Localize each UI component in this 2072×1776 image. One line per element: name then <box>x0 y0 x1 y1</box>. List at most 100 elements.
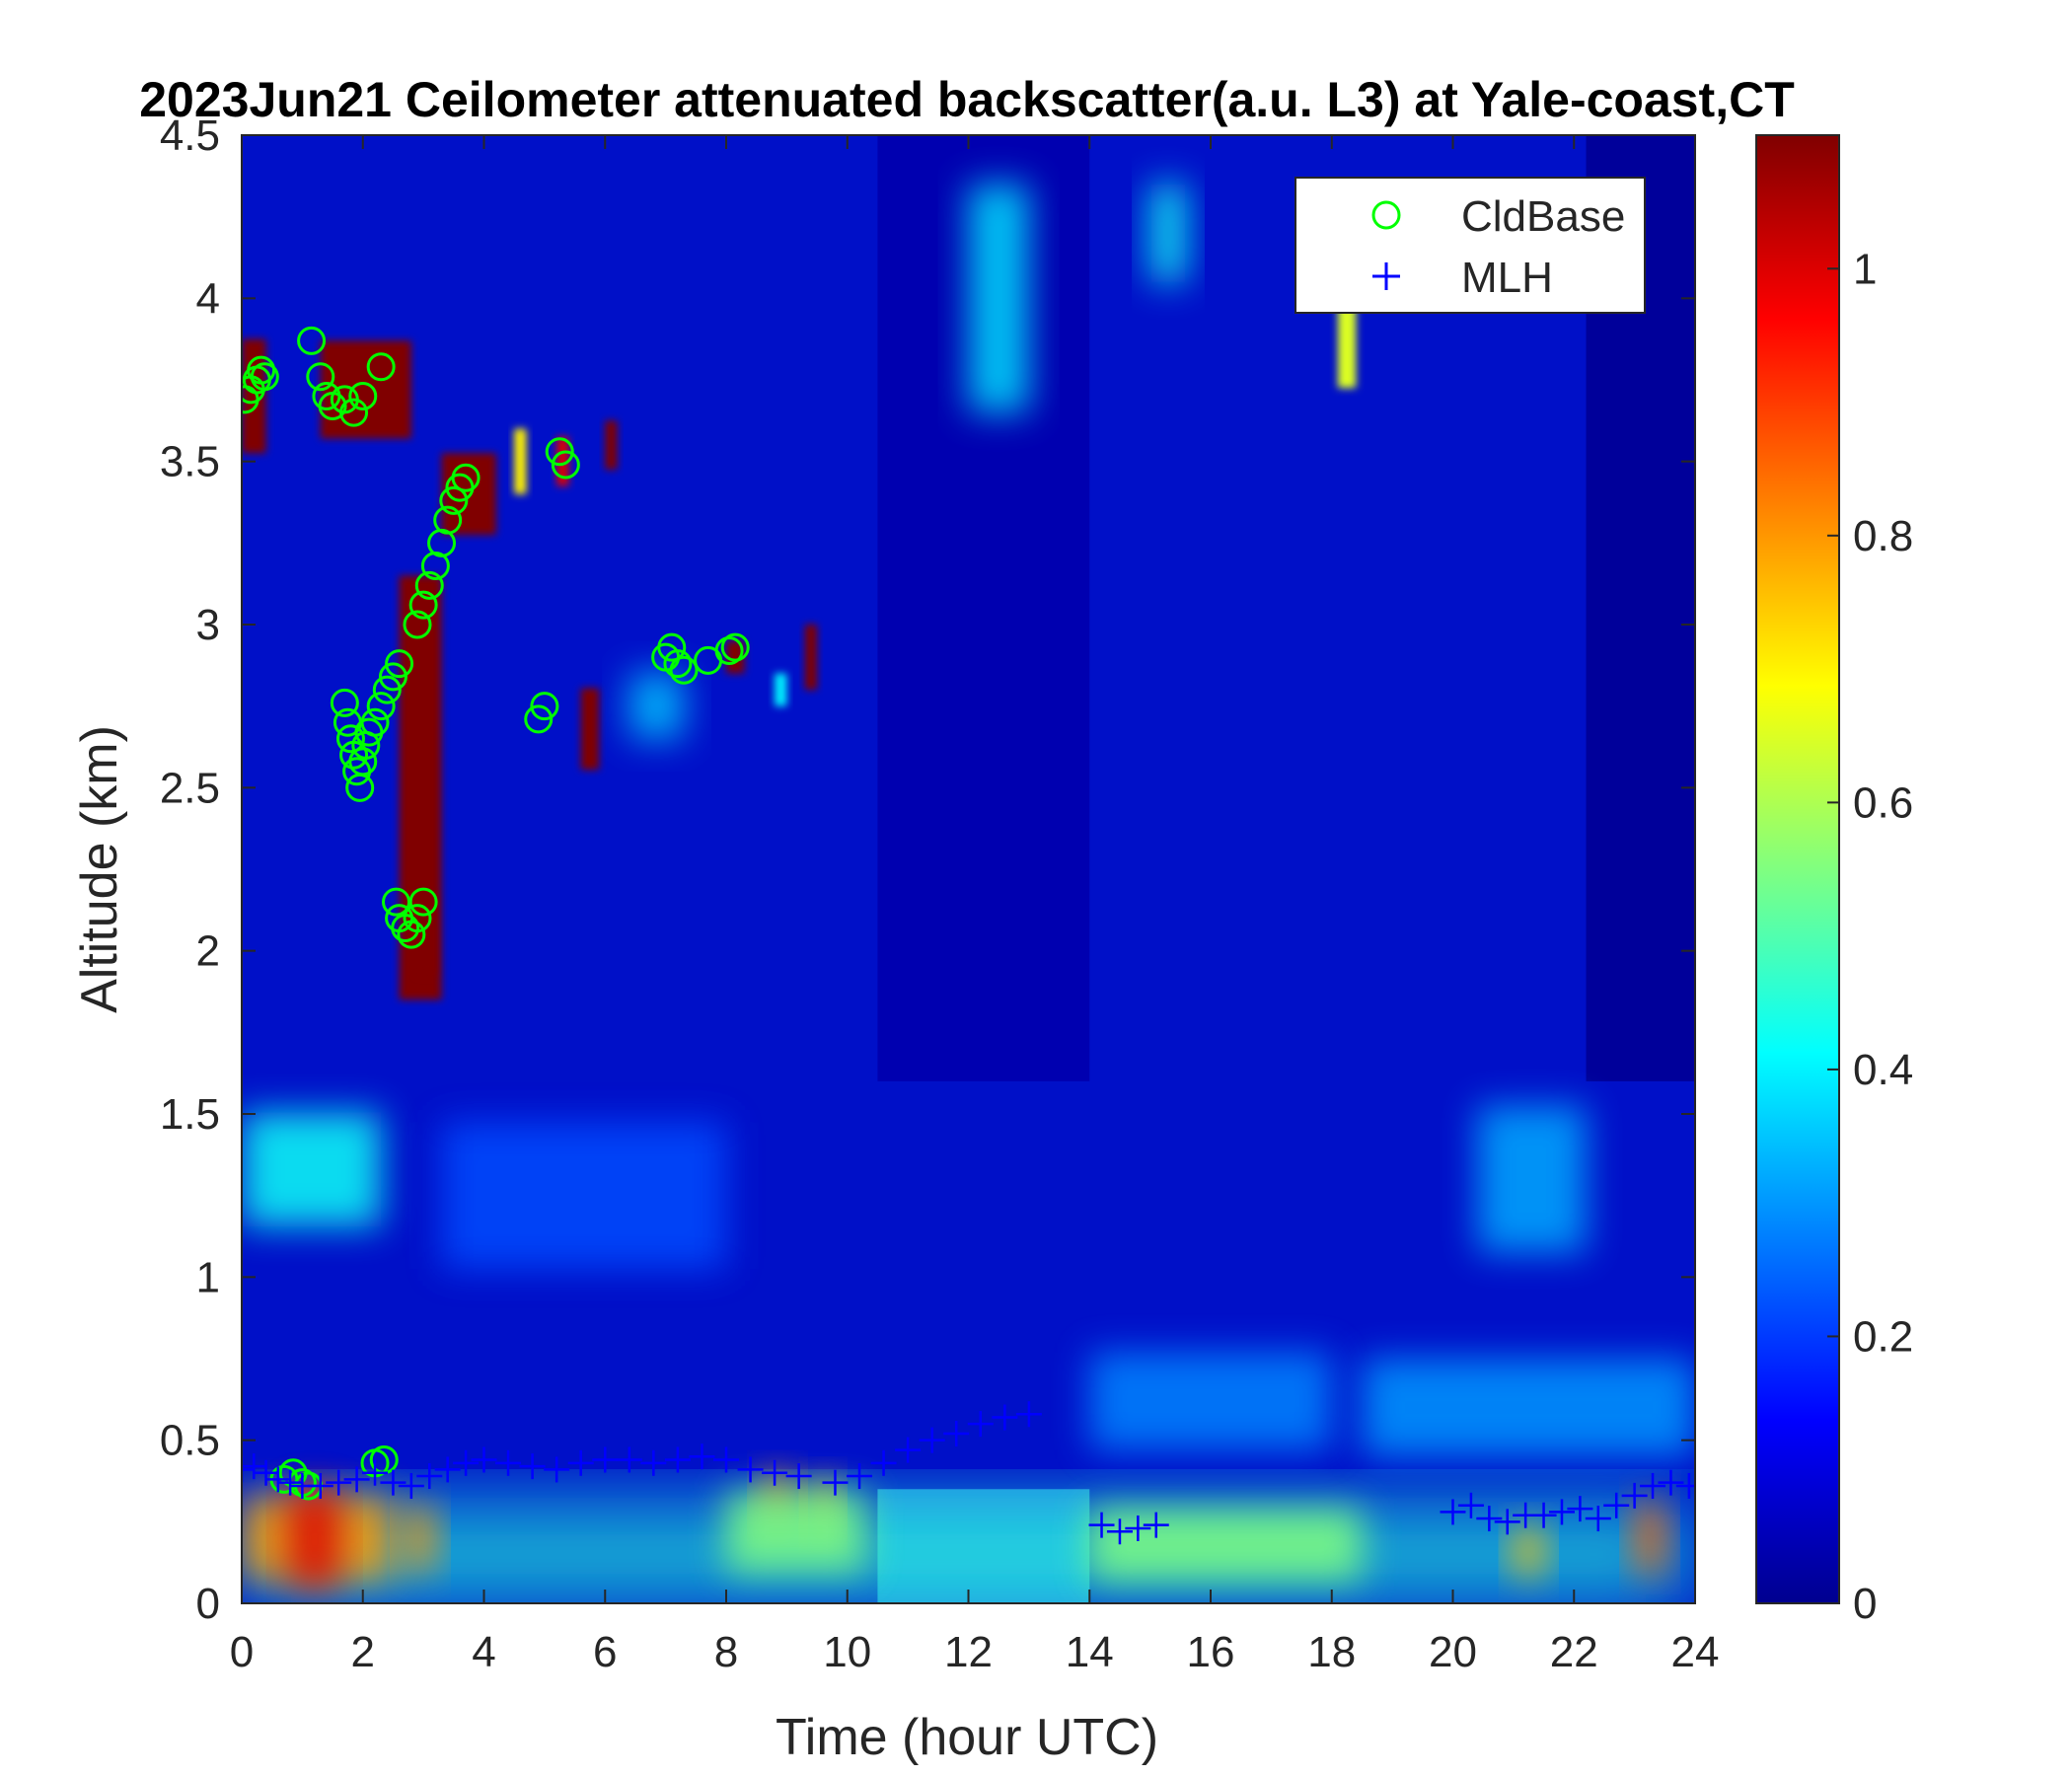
x-tick-label: 2 <box>351 1628 375 1676</box>
mlh-point <box>343 1466 370 1493</box>
mlh-point <box>847 1463 873 1490</box>
chart-title: 2023Jun21 Ceilometer attenuated backscat… <box>139 72 1795 127</box>
mlh-point <box>689 1443 715 1470</box>
y-axis: 0 0.5 1 1.5 2 2.5 3 3.5 4 4.5 <box>160 111 1695 1628</box>
backscatter-field <box>242 135 1695 1603</box>
mlh-point <box>1015 1401 1042 1428</box>
mlh-point <box>1675 1472 1695 1499</box>
x-tick-label: 12 <box>944 1628 993 1676</box>
cldbase-markers <box>242 326 750 1501</box>
mlh-point <box>453 1449 480 1476</box>
cldbase-point <box>250 362 279 392</box>
y-tick-label: 0.5 <box>160 1417 220 1465</box>
cldbase-point <box>385 649 414 679</box>
cldbase-legend-marker <box>1371 200 1401 230</box>
backscatter-feature <box>1089 1509 1363 1581</box>
mlh-point <box>471 1446 497 1473</box>
cldbase-point <box>306 362 335 392</box>
cldbase-point <box>657 632 687 662</box>
cldbase-point <box>335 724 365 754</box>
mlh-point <box>1440 1499 1466 1525</box>
cldbase-point <box>451 463 481 492</box>
mlh-point <box>1548 1499 1575 1525</box>
cldbase-point <box>545 437 574 467</box>
cldbase-point <box>524 704 554 734</box>
mlh-point <box>242 1456 255 1483</box>
cldbase-point <box>247 355 276 385</box>
mlh-point <box>307 1472 333 1499</box>
mlh-point <box>1143 1512 1169 1538</box>
backscatter-feature <box>1477 1105 1587 1253</box>
mlh-point <box>519 1453 546 1480</box>
colorbar-tick-label: 0.2 <box>1853 1312 1913 1361</box>
y-axis-label: Altitude (km) <box>71 725 128 1013</box>
backscatter-feature <box>1089 1352 1332 1450</box>
colorbar-gradient <box>1755 134 1840 1604</box>
backscatter-feature <box>1634 1502 1665 1575</box>
backscatter-feature <box>726 640 745 674</box>
colorbar-tick-label: 0.8 <box>1853 512 1913 560</box>
backscatter-feature <box>514 428 527 494</box>
y-tick-label: 1.5 <box>160 1090 220 1139</box>
mlh-point <box>1457 1492 1484 1518</box>
x-tick-label: 4 <box>472 1628 495 1676</box>
mlh-point <box>713 1446 739 1473</box>
mlh-point <box>664 1446 691 1473</box>
colorbar-tick-label: 0 <box>1853 1580 1877 1628</box>
x-tick-label: 8 <box>714 1628 738 1676</box>
y-tick-label: 0 <box>196 1580 220 1628</box>
cldbase-point <box>433 505 463 535</box>
cldbase-point <box>720 632 750 662</box>
backscatter-feature <box>1149 184 1187 282</box>
mlh-point <box>1658 1469 1684 1496</box>
mlh-point <box>822 1469 849 1496</box>
cldbase-point <box>663 649 693 679</box>
mlh-point <box>326 1469 352 1496</box>
backscatter-feature <box>242 1112 382 1227</box>
cldbase-point <box>330 688 359 717</box>
backscatter-feature <box>605 420 618 470</box>
backscatter-feature <box>556 436 569 486</box>
mlh-point <box>785 1463 812 1490</box>
backscatter-feature <box>580 688 600 771</box>
x-axis: 0 2 4 6 8 10 12 14 16 18 20 22 24 <box>230 135 1720 1676</box>
mlh-point <box>870 1449 897 1476</box>
backscatter-feature <box>1513 1526 1544 1576</box>
mlh-markers <box>242 1401 1695 1545</box>
backscatter-feature <box>968 184 1029 413</box>
cldbase-point <box>439 485 469 515</box>
mlh-point <box>567 1449 594 1476</box>
mlh-point <box>762 1459 788 1486</box>
y-tick-label: 4 <box>196 274 220 323</box>
cldbase-point <box>403 904 432 933</box>
cldbase-point <box>339 398 369 427</box>
mlh-point <box>277 1469 304 1496</box>
mlh-point <box>737 1456 764 1483</box>
mlh-point <box>253 1459 279 1486</box>
x-tick-label: 24 <box>1671 1628 1720 1676</box>
mlh-point <box>416 1463 443 1490</box>
mlh-point <box>434 1456 461 1483</box>
y-tick-label: 1 <box>196 1253 220 1301</box>
backscatter-feature <box>1362 1359 1695 1457</box>
x-tick-label: 20 <box>1429 1628 1477 1676</box>
mlh-point <box>1603 1492 1630 1518</box>
cldbase-point <box>403 610 432 639</box>
legend-label-cldbase: CldBase <box>1461 192 1625 241</box>
mlh-point <box>264 1466 291 1493</box>
cldbase-point <box>397 920 426 949</box>
x-tick-label: 16 <box>1187 1628 1235 1676</box>
legend-box <box>1295 177 1646 314</box>
mlh-point <box>1567 1496 1593 1522</box>
mlh-point <box>544 1456 570 1483</box>
x-tick-label: 22 <box>1550 1628 1598 1676</box>
mlh-point <box>592 1446 619 1473</box>
y-tick-label: 3.5 <box>160 438 220 486</box>
mlh-legend-marker <box>1372 262 1400 290</box>
cldbase-point <box>372 675 402 704</box>
y-tick-label: 2.5 <box>160 764 220 812</box>
cldbase-point <box>297 326 327 355</box>
y-tick-label: 4.5 <box>160 111 220 160</box>
cldbase-point <box>382 887 411 917</box>
